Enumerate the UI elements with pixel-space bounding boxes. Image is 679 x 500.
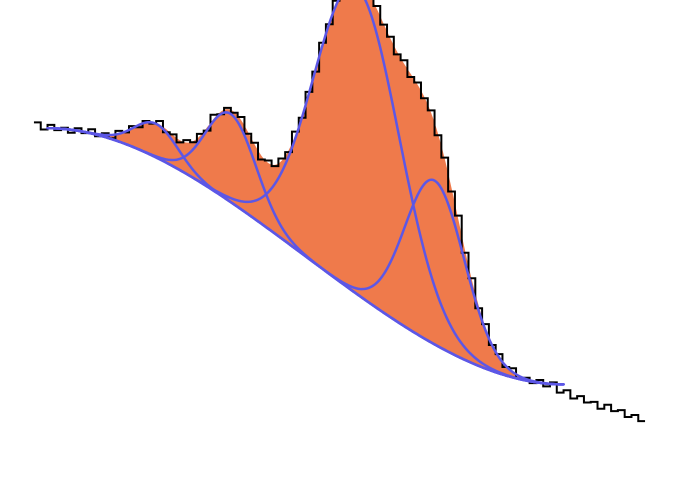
component-curve-4 [46, 126, 565, 386]
fit-fill-layer [47, 0, 564, 385]
component-curves-layer [46, 0, 565, 386]
fit-area [47, 0, 564, 385]
